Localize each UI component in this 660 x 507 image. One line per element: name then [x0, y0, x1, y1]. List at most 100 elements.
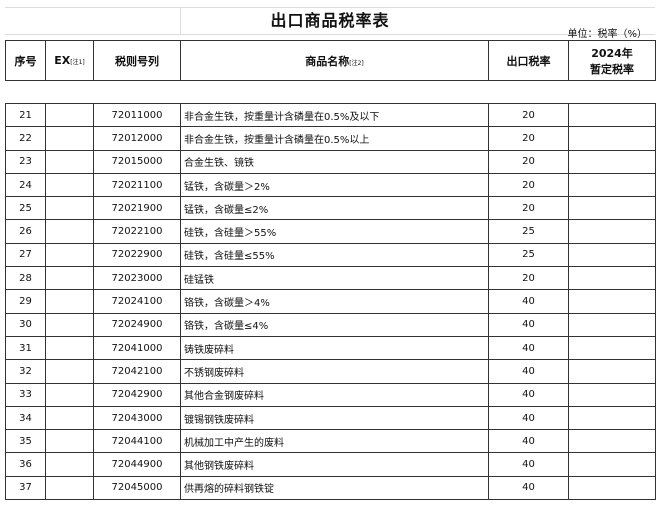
cell-seq: 24	[5, 172, 46, 198]
cell-temp-rate	[568, 102, 656, 128]
cell-name: 非合金生铁，按重量计含磷量在0.5%及以下	[180, 102, 489, 128]
cell-name: 硅锰铁	[180, 266, 489, 291]
cell-code: 72021100	[93, 172, 181, 198]
cell-rate: 20	[488, 149, 569, 174]
cell-temp-rate	[568, 429, 656, 454]
cell-ex	[45, 312, 94, 337]
cell-seq: 35	[5, 429, 46, 454]
col-name: 商品名称[注2]	[180, 40, 489, 81]
cell-seq: 28	[5, 266, 46, 291]
cell-ex	[45, 266, 94, 291]
cell-temp-rate	[568, 219, 656, 244]
cell-temp-rate	[568, 312, 656, 337]
cell-code: 72043000	[93, 405, 181, 431]
cell-ex	[45, 172, 94, 198]
cell-code: 72045000	[93, 475, 181, 501]
col-ex-note: [注1]	[70, 59, 85, 66]
table-row: 32 72042100 不锈钢废碎料 40	[5, 359, 656, 384]
cell-code: 72015000	[93, 149, 181, 174]
cell-seq: 25	[5, 196, 46, 221]
col-name-note: [注2]	[349, 59, 364, 67]
cell-rate: 40	[488, 359, 569, 384]
col-name-label: 商品名称	[305, 54, 350, 68]
cell-seq: 21	[5, 102, 46, 128]
cell-ex	[45, 475, 94, 501]
cell-name: 硅铁，含硅量＞55%	[180, 219, 489, 244]
table-row: 30 72024900 铬铁，含碳量≤4% 40	[5, 312, 656, 337]
table-row: 23 72015000 合金生铁、镜铁 20	[5, 149, 656, 174]
cell-ex	[45, 429, 94, 454]
cell-ex	[45, 242, 94, 268]
cell-name: 锰铁，含碳量＞2%	[180, 172, 489, 198]
cell-rate: 40	[488, 289, 569, 314]
cell-seq: 22	[5, 126, 46, 151]
table-row: 37 72045000 供再熔的碎料钢铁锭 40	[5, 475, 656, 501]
cell-rate: 40	[488, 405, 569, 431]
cell-ex	[45, 149, 94, 174]
cell-code: 72042100	[93, 359, 181, 384]
table-header: 序号 EX[注1] 税则号列 商品名称[注2] 出口税率 2024年 暂定税率	[5, 40, 656, 81]
cell-temp-rate	[568, 266, 656, 291]
cell-rate: 20	[488, 196, 569, 221]
col-rate: 出口税率	[488, 40, 569, 81]
cell-temp-rate	[568, 126, 656, 151]
cell-ex	[45, 359, 94, 384]
cell-ex	[45, 405, 94, 431]
cell-seq: 33	[5, 382, 46, 407]
col-seq: 序号	[5, 40, 46, 81]
cell-code: 72044100	[93, 429, 181, 454]
title-text: 出口商品税率表	[270, 11, 390, 30]
table-body: 21 72011000 非合金生铁，按重量计含磷量在0.5%及以下 20 22 72012…	[5, 102, 656, 501]
cell-rate: 20	[488, 266, 569, 291]
sheet-title: 出口商品税率表	[5, 7, 655, 35]
table-row: 21 72011000 非合金生铁，按重量计含磷量在0.5%及以下 20	[5, 102, 656, 128]
cell-code: 72012000	[93, 126, 181, 151]
cell-rate: 40	[488, 312, 569, 337]
table-row: 28 72023000 硅锰铁 20	[5, 266, 656, 291]
cell-rate: 40	[488, 452, 569, 477]
cell-temp-rate	[568, 149, 656, 174]
cell-seq: 29	[5, 289, 46, 314]
cell-seq: 31	[5, 335, 46, 361]
table-row: 24 72021100 锰铁，含碳量＞2% 20	[5, 172, 656, 198]
cell-seq: 27	[5, 242, 46, 268]
cell-ex	[45, 126, 94, 151]
table-row: 34 72043000 镀锡钢铁废碎料 40	[5, 405, 656, 431]
table-row: 35 72044100 机械加工中产生的废料 40	[5, 429, 656, 454]
cell-seq: 37	[5, 475, 46, 501]
cell-name: 其他合金钢废碎料	[180, 382, 489, 407]
col-ex-label: EX	[54, 54, 71, 67]
cell-name: 机械加工中产生的废料	[180, 429, 489, 454]
table-row: 36 72044900 其他钢铁废碎料 40	[5, 452, 656, 477]
cell-temp-rate	[568, 289, 656, 314]
cell-temp-rate	[568, 196, 656, 221]
col-temp-rate: 2024年暂定税率	[568, 40, 656, 81]
cell-name: 锰铁，含碳量≤2%	[180, 196, 489, 221]
cell-temp-rate	[568, 452, 656, 477]
cell-code: 72024100	[93, 289, 181, 314]
cell-code: 72022900	[93, 242, 181, 268]
table-row: 27 72022900 硅铁，含硅量≤55% 25	[5, 242, 656, 268]
col-temp-line2: 暂定税率	[590, 62, 634, 76]
cell-ex	[45, 196, 94, 221]
cell-temp-rate	[568, 335, 656, 361]
cell-name: 铬铁，含碳量≤4%	[180, 312, 489, 337]
cell-code: 72024900	[93, 312, 181, 337]
cell-ex	[45, 335, 94, 361]
table-row: 33 72042900 其他合金钢废碎料 40	[5, 382, 656, 407]
cell-rate: 25	[488, 219, 569, 244]
cell-rate: 40	[488, 335, 569, 361]
cell-name: 铸铁废碎料	[180, 335, 489, 361]
cell-ex	[45, 102, 94, 128]
cell-rate: 20	[488, 102, 569, 128]
cell-ex	[45, 382, 94, 407]
cell-ex	[45, 219, 94, 244]
cell-temp-rate	[568, 359, 656, 384]
cell-name: 镀锡钢铁废碎料	[180, 405, 489, 431]
col-temp-line1: 2024年	[591, 46, 633, 60]
table-row: 25 72021900 锰铁，含碳量≤2% 20	[5, 196, 656, 221]
cell-name: 不锈钢废碎料	[180, 359, 489, 384]
cell-seq: 36	[5, 452, 46, 477]
cell-name: 合金生铁、镜铁	[180, 149, 489, 174]
unit-label: 单位：税率（%）	[567, 29, 647, 40]
